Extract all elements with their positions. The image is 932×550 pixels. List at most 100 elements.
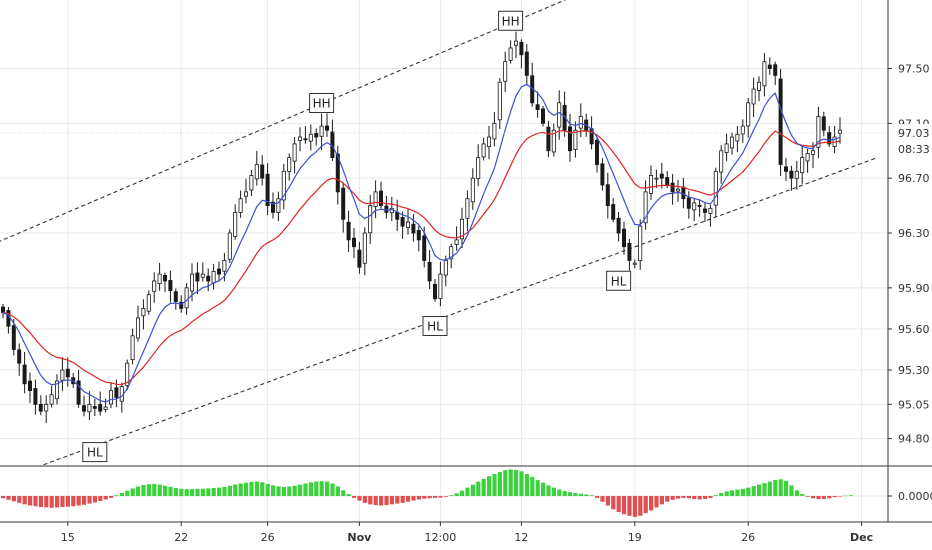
candle-body-46: [249, 175, 254, 191]
candle-body-131: [708, 207, 713, 214]
candle-body-148: [800, 157, 805, 174]
oscillator-bar-145: [784, 480, 789, 496]
candle-42: [227, 229, 232, 263]
ema-slow-line: [2, 130, 841, 386]
oscillator-bar-85: [460, 490, 465, 496]
candle-body-48: [260, 164, 265, 179]
candle-body-10: [55, 380, 60, 400]
oscillator-bar-69: [373, 496, 378, 506]
candle-135: [730, 132, 735, 155]
oscillator-bar-105: [568, 492, 573, 496]
candle-0: [0, 303, 6, 319]
candle-body-84: [454, 239, 459, 245]
y-tick-label-6: 95.30: [898, 364, 930, 377]
candle-15: [82, 395, 87, 417]
candle-8: [44, 395, 49, 423]
candle-body-96: [519, 41, 524, 56]
oscillator-bar-39: [211, 488, 216, 496]
oscillator-bar-41: [222, 486, 227, 496]
candle-body-78: [422, 235, 427, 261]
candle-body-132: [713, 170, 718, 206]
candle-body-136: [735, 133, 740, 142]
oscillator-bar-75: [406, 496, 411, 502]
candle-body-5: [27, 380, 32, 392]
oscillator-bar-33: [179, 488, 184, 496]
candle-body-64: [346, 221, 351, 241]
oscillator-bar-149: [805, 496, 810, 497]
candle-18: [98, 391, 103, 416]
candle-body-24: [130, 335, 135, 361]
candle-body-45: [243, 191, 248, 197]
annotation-label-4: HL: [611, 274, 627, 288]
candle-24: [130, 328, 135, 365]
candle-45: [243, 178, 248, 204]
oscillator-bar-11: [60, 496, 65, 508]
candle-body-137: [740, 125, 745, 135]
candle-body-8: [44, 403, 49, 412]
candle-body-142: [767, 64, 772, 69]
candle-body-67: [362, 232, 367, 264]
candle-body-102: [551, 129, 556, 153]
candle-74: [400, 211, 405, 239]
oscillator-bar-2: [11, 496, 16, 502]
candle-140: [757, 76, 762, 102]
oscillator-bar-68: [368, 496, 373, 505]
candle-body-99: [535, 104, 540, 111]
annotation-4: HL: [606, 270, 632, 291]
oscillator-bar-110: [595, 496, 600, 498]
candle-146: [789, 165, 794, 191]
oscillator-bar-94: [508, 469, 513, 496]
oscillator-bar-20: [109, 496, 114, 498]
oscillator-bar-120: [649, 496, 654, 511]
oscillator-bar-91: [492, 473, 497, 496]
oscillator-bar-22: [119, 492, 124, 496]
oscillator-bar-12: [65, 496, 70, 507]
oscillator-bar-77: [416, 496, 421, 500]
y-tick-label-8: 94.80: [898, 433, 930, 446]
oscillator-bar-30: [163, 485, 168, 496]
oscillator-bar-118: [638, 496, 643, 516]
candle-65: [351, 227, 356, 259]
oscillator-bar-63: [341, 490, 346, 496]
oscillator-bar-34: [184, 489, 189, 496]
oscillator-bar-81: [438, 496, 443, 498]
candle-63: [341, 182, 346, 233]
candle-76: [411, 214, 416, 242]
candle-100: [541, 105, 546, 127]
candle-137: [740, 119, 745, 143]
candle-body-116: [627, 242, 632, 261]
candle-body-97: [524, 51, 529, 76]
oscillator-bar-95: [514, 469, 519, 496]
candle-body-114: [616, 217, 621, 234]
annotation-label-2: HL: [427, 319, 443, 333]
candle-body-23: [125, 362, 130, 386]
annotation-3: HH: [498, 10, 524, 31]
candle-body-145: [784, 166, 789, 172]
candle-94: [508, 40, 513, 64]
candle-body-95: [514, 40, 519, 46]
candle-body-4: [22, 364, 27, 385]
oscillator-bar-29: [157, 484, 162, 496]
candle-121: [654, 169, 659, 188]
candle-body-93: [503, 61, 508, 82]
candle-113: [611, 197, 616, 223]
candle-body-41: [222, 260, 227, 272]
annotation-0: HL: [82, 442, 108, 463]
candle-117: [632, 259, 637, 269]
candle-body-6: [33, 388, 38, 405]
oscillator-bar-76: [411, 496, 416, 501]
oscillator-bar-48: [260, 482, 265, 496]
oscillator-bar-117: [632, 496, 637, 517]
candle-body-80: [432, 283, 437, 300]
candle-44: [238, 190, 243, 218]
candle-50: [270, 192, 275, 219]
candle-139: [751, 77, 756, 118]
oscillator-bar-72: [389, 496, 394, 505]
candle-body-105: [568, 126, 573, 152]
candles: [0, 31, 843, 423]
oscillator-bar-49: [265, 483, 270, 496]
oscillator-bar-143: [773, 480, 778, 496]
y-tick-label-4: 95.90: [898, 282, 930, 295]
oscillator-bar-123: [665, 496, 670, 502]
oscillator-bar-155: [838, 496, 843, 497]
